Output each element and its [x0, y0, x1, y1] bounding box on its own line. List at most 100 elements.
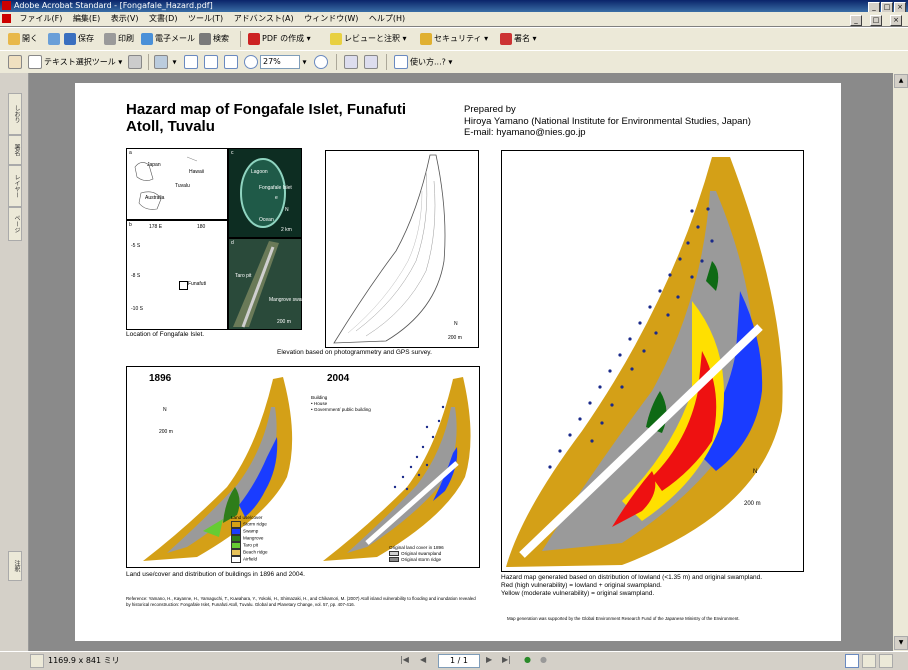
fit-width-icon: [224, 55, 238, 69]
acrobat-app-icon: [2, 1, 11, 10]
menu-help[interactable]: ヘルプ(H): [368, 14, 406, 23]
rotate-icon: [344, 55, 358, 69]
label-lagoon: Lagoon: [251, 169, 268, 175]
fit-page-button[interactable]: [204, 55, 220, 69]
legend-original-storm-ridge: Original storm ridge: [389, 557, 444, 563]
pages-tab[interactable]: ページ: [8, 207, 22, 241]
zoom-tool[interactable]: ▾: [154, 55, 177, 69]
magnifier-icon: [154, 55, 168, 69]
refresh-icon: [364, 55, 378, 69]
vertical-scrollbar[interactable]: ▲ ▼: [893, 73, 908, 651]
select-text-tool[interactable]: テキスト選択ツール ▾: [28, 55, 122, 69]
swatch-original-swampland: [389, 551, 399, 557]
layers-tab[interactable]: レイヤー: [8, 165, 22, 207]
hand-icon: [8, 55, 22, 69]
refresh-button[interactable]: [364, 55, 380, 69]
menu-document[interactable]: 文書(D): [149, 14, 178, 23]
single-page-layout-icon[interactable]: [845, 654, 859, 668]
save-button[interactable]: 保存: [64, 32, 94, 46]
help-icon: [394, 55, 408, 69]
north-arrow-elevation: N: [454, 321, 458, 327]
label-japan: Japan: [147, 162, 161, 168]
first-page-icon[interactable]: |◀: [400, 655, 409, 664]
menu-edit[interactable]: 編集(E): [72, 14, 101, 23]
elevation-contour-graphic: [333, 154, 446, 344]
last-page-icon[interactable]: ▶|: [502, 655, 511, 664]
create-pdf-icon: [248, 32, 260, 45]
scale-200m-d: 200 m: [277, 319, 291, 325]
bookmarks-tab[interactable]: しおり: [8, 93, 22, 135]
funafuti-marker: [179, 281, 188, 290]
poster-title: Hazard map of Fongafale Islet, Funafuti …: [126, 101, 407, 135]
page-number-field[interactable]: 1 / 1: [438, 654, 480, 668]
building-legend: Building • House • Government/ public bu…: [311, 395, 371, 413]
scroll-down-arrow-icon[interactable]: ▼: [894, 636, 908, 650]
rotate-button[interactable]: [344, 55, 360, 69]
go-forward-icon[interactable]: ●: [540, 655, 547, 664]
label-australia: Australia: [145, 195, 165, 201]
zoom-level-select[interactable]: 27% ▾: [260, 55, 307, 69]
north-arrow-1896: N: [163, 407, 167, 413]
comments-tab[interactable]: 注釈: [8, 551, 22, 581]
label-fongafale: Fongafale Islet: [259, 185, 292, 191]
menu-window[interactable]: ウィンドウ(W): [304, 14, 359, 23]
menu-view[interactable]: 表示(V): [110, 14, 139, 23]
email-icon: [141, 32, 153, 45]
print-button[interactable]: 印刷: [104, 32, 134, 46]
email-button[interactable]: 電子メール: [141, 32, 195, 46]
menu-advanced[interactable]: アドバンスト(A): [233, 14, 294, 23]
atoll-ring-graphic: [240, 158, 286, 228]
hand-tool-button[interactable]: [8, 55, 24, 69]
organizer-icon: [48, 32, 60, 45]
elevation-caption: Elevation based on photogrammetry and GP…: [277, 349, 432, 356]
legend-storm-ridge: Storm ridge: [231, 521, 268, 528]
security-button[interactable]: セキュリティ ▾: [420, 32, 488, 46]
document-icon[interactable]: [2, 14, 11, 23]
page-icon: [184, 55, 198, 69]
organizer-button[interactable]: [48, 32, 62, 46]
panel-label-b: b: [129, 222, 132, 228]
continuous-layout-icon[interactable]: [862, 654, 876, 668]
swatch-storm-ridge: [231, 521, 241, 528]
fit-width-button[interactable]: [224, 55, 240, 69]
original-legend-title: Original land cover in 1896: [389, 545, 444, 550]
status-nav-icon[interactable]: [30, 654, 44, 668]
swatch-taro-pit: [231, 542, 241, 549]
zoom-in-button[interactable]: [314, 55, 330, 69]
menu-tools[interactable]: ツール(T): [188, 14, 224, 23]
label-hawaii: Hawaii: [189, 169, 205, 175]
building-legend-title: Building: [311, 395, 328, 400]
actual-size-button[interactable]: [184, 55, 200, 69]
zoom-out-button[interactable]: [244, 55, 260, 69]
signatures-tab[interactable]: 署名: [8, 135, 22, 165]
how-to-button[interactable]: 使い方...? ▾: [394, 55, 452, 69]
reference-text: Reference: Yamano, H., Kayanne, H., Yama…: [126, 596, 476, 607]
pacific-map-graphic: [134, 156, 198, 210]
snapshot-tool[interactable]: [128, 55, 144, 69]
doc-restore-button[interactable]: □: [870, 15, 882, 26]
label-lon-178e: 178 E: [149, 224, 163, 230]
scroll-up-arrow-icon[interactable]: ▲: [894, 74, 908, 88]
swatch-airfield: [231, 556, 241, 563]
open-button[interactable]: 開く: [8, 32, 38, 46]
next-page-icon[interactable]: ▶: [486, 655, 493, 664]
map-pacific-overview: a Japan Hawaii Tuvalu Australia: [126, 148, 228, 220]
toolbar-separator: [240, 31, 241, 47]
disk-icon: [64, 32, 76, 45]
doc-minimize-button[interactable]: _: [850, 15, 862, 26]
review-comment-button[interactable]: レビューと注釈 ▾: [330, 32, 407, 46]
doc-close-button[interactable]: ×: [890, 15, 902, 26]
facing-layout-icon[interactable]: [879, 654, 893, 668]
label-funafuti: Funafuti: [188, 281, 207, 287]
sign-button[interactable]: 署名 ▾: [500, 32, 537, 46]
text-cursor-icon: [28, 55, 42, 69]
go-back-icon[interactable]: ●: [524, 655, 531, 664]
swatch-swamp: [231, 528, 241, 535]
create-pdf-button[interactable]: PDF の作成 ▾: [248, 32, 311, 46]
document-viewport[interactable]: Hazard map of Fongafale Islet, Funafuti …: [29, 73, 893, 651]
previous-page-icon[interactable]: ◀: [420, 655, 427, 664]
search-button[interactable]: 検索: [199, 32, 229, 46]
menu-file[interactable]: ファイル(F): [19, 14, 63, 23]
label-lat-5s: -5 S: [131, 243, 141, 249]
page-size-readout: 1169.9 x 841 ミリ: [48, 656, 120, 665]
